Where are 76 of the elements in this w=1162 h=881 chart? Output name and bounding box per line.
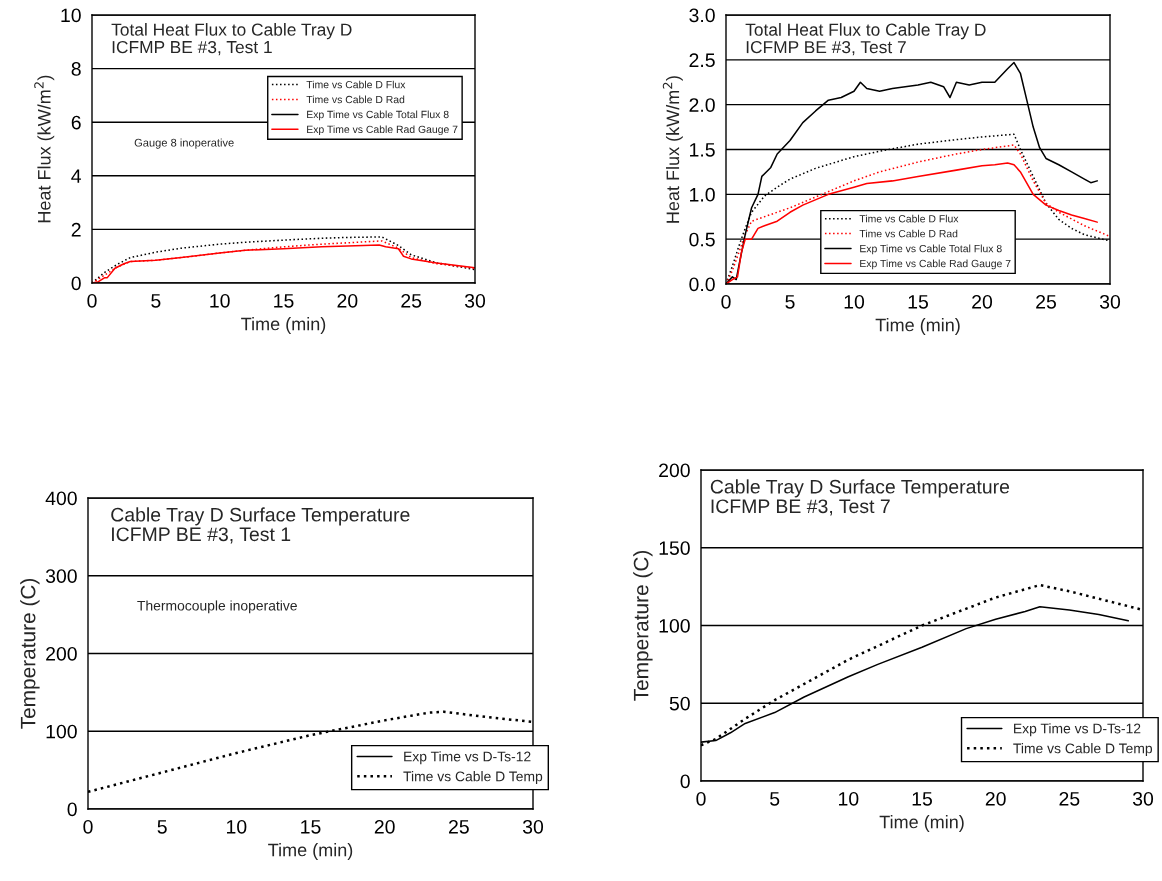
x-axis-title: Time (min) <box>268 843 353 860</box>
y-tick-label: 2.0 <box>689 98 715 112</box>
y-tick-label: 3.0 <box>689 8 715 23</box>
x-tick-label: 0 <box>83 819 93 834</box>
legend-label: Exp Time vs Cable Total Flux 8 <box>860 244 1002 255</box>
x-tick-label: 20 <box>374 819 395 834</box>
legend-label: Exp Time vs Cable Total Flux 8 <box>307 110 449 121</box>
legend-label: Exp Time vs D-Ts-12 <box>1014 723 1141 737</box>
x-tick-label: 25 <box>449 819 469 834</box>
text: Total Heat Flux to Cable Tray D ICFMP BE #3, Test 1 <box>111 23 352 56</box>
x-tick-label: 15 <box>274 294 294 308</box>
x-tick-label: 25 <box>1036 294 1056 309</box>
y-tick-label: 50 <box>669 696 690 711</box>
y-tick-label: 0.5 <box>689 232 715 247</box>
y-tick-label: 10 <box>61 8 81 23</box>
text: Cable Tray D Surface Temperature ICFMP BE #3, Test 1 <box>111 507 410 544</box>
x-tick-label: 30 <box>464 293 486 308</box>
x-tick-label: 10 <box>227 819 247 834</box>
x-tick-label: 30 <box>1132 791 1154 806</box>
x-tick-label: 5 <box>785 295 795 309</box>
x-tick-label: 15 <box>301 820 321 834</box>
x-tick-label: 0 <box>721 294 731 309</box>
x-tick-label: 5 <box>157 820 167 834</box>
y-tick-label: 1.5 <box>690 143 715 157</box>
x-tick-label: 10 <box>210 293 230 308</box>
y-tick-label: 6 <box>71 115 81 130</box>
y-tick-label: 0 <box>680 774 690 789</box>
x-tick-label: 10 <box>839 791 859 806</box>
x-tick-label: 30 <box>1099 294 1121 309</box>
y-axis-title: Temperature (C) <box>633 550 653 701</box>
y-tick-label: 8 <box>71 62 81 76</box>
legend-label: Exp Time vs Cable Rad Gauge 7 <box>307 125 458 136</box>
x-tick-label: 20 <box>337 293 358 308</box>
x-tick-label: 10 <box>844 294 865 309</box>
legend-label: Exp Time vs Cable Rad Gauge 7 <box>860 259 1011 270</box>
y-tick-label: 0 <box>67 802 77 817</box>
x-tick-label: 30 <box>522 819 544 834</box>
x-tick-label: 15 <box>908 295 928 309</box>
y-tick-label: 2.5 <box>689 53 715 68</box>
x-tick-label: 15 <box>912 792 932 806</box>
annotation: Gauge 8 inoperative <box>134 138 234 149</box>
legend-label: Time vs Cable D Flux <box>306 80 406 89</box>
legend-label: Time vs Cable D Rad <box>306 95 405 104</box>
y-tick-label: 2 <box>71 222 81 237</box>
legend-label: Time vs Cable D Flux <box>859 214 959 223</box>
y-tick-label: 300 <box>45 569 77 583</box>
y-tick-label: 100 <box>659 618 690 633</box>
x-axis-title: Time (min) <box>875 318 960 335</box>
legend-label: Time vs Cable D Rad <box>859 229 958 238</box>
legend-label: Exp Time vs D-Ts-12 <box>404 751 531 765</box>
y-tick-label: 200 <box>659 463 690 478</box>
x-axis-title: Time (min) <box>241 317 326 334</box>
legend-label: Time vs Cable D Temp <box>1013 743 1153 757</box>
y-axis-title: Heat Flux (kW/m$^{2}$) <box>662 76 683 223</box>
x-tick-label: 5 <box>770 792 780 806</box>
y-tick-label: 100 <box>46 724 77 739</box>
y-axis-title: Heat Flux (kW/m$^{2}$) <box>34 75 55 223</box>
y-tick-label: 4 <box>71 169 82 183</box>
y-tick-label: 200 <box>46 646 77 661</box>
text: Total Heat Flux to Cable Tray D ICFMP BE #3, Test 7 <box>745 23 986 56</box>
x-tick-label: 25 <box>1059 791 1080 806</box>
x-axis-title: Time (min) <box>879 815 964 832</box>
x-tick-label: 20 <box>972 294 993 309</box>
y-tick-label: 150 <box>659 541 690 555</box>
y-tick-label: 0.0 <box>689 277 715 292</box>
y-tick-label: 400 <box>45 491 77 506</box>
y-tick-label: 0 <box>71 276 81 291</box>
x-tick-label: 0 <box>87 293 97 308</box>
x-tick-label: 5 <box>151 294 161 308</box>
y-axis-title: Temperature (C) <box>20 578 40 729</box>
x-tick-label: 25 <box>401 293 422 308</box>
y-tick-label: 1.0 <box>690 187 715 202</box>
x-tick-label: 20 <box>985 791 1006 806</box>
legend-label: Time vs Cable D Temp <box>403 771 543 785</box>
text: Cable Tray D Surface Temperature ICFMP BE #3, Test 7 <box>710 479 1010 516</box>
annotation: Thermocouple inoperative <box>137 600 297 614</box>
